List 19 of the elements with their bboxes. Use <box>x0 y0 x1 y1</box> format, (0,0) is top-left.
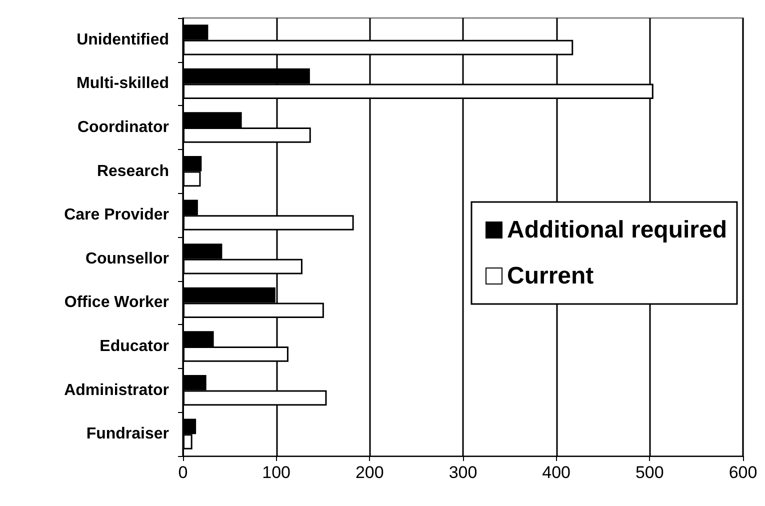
y-tick-label: Coordinator <box>77 119 169 136</box>
x-tick-label: 300 <box>448 463 478 482</box>
y-tick-label: Care Provider <box>64 206 169 224</box>
legend-label: Current <box>506 262 594 290</box>
y-tick-label: Educator <box>100 338 169 355</box>
y-tick-label: Research <box>96 162 169 180</box>
x-tick-label: 100 <box>262 463 291 482</box>
y-tick-label: Multi-skilled <box>76 75 169 92</box>
x-tick-label: 500 <box>635 463 664 482</box>
x-tick-label: 0 <box>178 463 188 482</box>
legend-label: Additional required <box>506 216 728 244</box>
y-tick-label: Office Worker <box>64 294 169 312</box>
x-tick-label: 200 <box>355 463 384 482</box>
y-tick-label: Fundraiser <box>86 426 169 443</box>
x-tick-label: 400 <box>542 463 571 482</box>
y-tick-label: Unidentified <box>76 31 169 48</box>
x-tick-label: 600 <box>728 463 758 482</box>
y-tick-label: Administrator <box>64 382 169 399</box>
y-tick-label: Counsellor <box>85 250 169 268</box>
